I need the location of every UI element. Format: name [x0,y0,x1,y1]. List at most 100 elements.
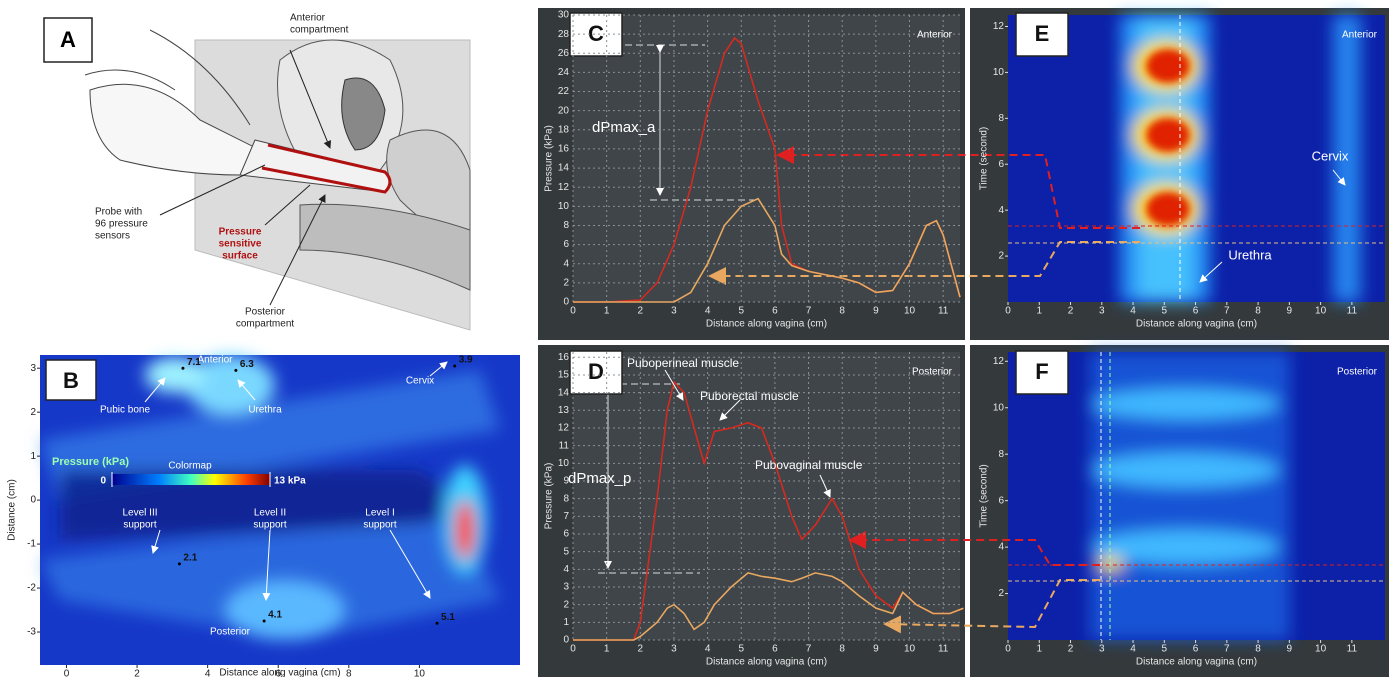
x-tick-label: 2 [134,669,140,677]
label: support [123,520,157,531]
x-tick-label: 0 [570,644,576,655]
x-tick-label: 4 [705,306,711,317]
colorbar-name: Colormap [168,461,212,472]
label: Pressure [219,227,262,238]
y-tick-label: 6 [563,529,569,540]
y-axis-label: Distance (cm) [7,479,18,541]
point-label: 4.1 [268,610,282,621]
annotation: dPmax_p [568,470,631,487]
x-axis-label: Distance along vagina (cm) [706,319,827,330]
colorbar [112,474,270,485]
y-tick-label: 0 [563,635,569,646]
x-tick-label: 0 [64,669,70,677]
x-tick-label: 3 [1099,306,1105,317]
x-axis-label: Distance along vagina (cm) [1136,657,1257,668]
y-tick-label: 12 [558,423,570,434]
point-label: 2.1 [183,553,197,564]
label: support [253,520,287,531]
y-tick-label: 8 [563,220,569,231]
x-tick-label: 11 [1347,644,1358,655]
y-tick-label: 2 [998,251,1004,262]
y-tick-label: 6 [998,159,1004,170]
x-tick-label: 7 [1224,644,1230,655]
x-tick-label: 2 [638,644,644,655]
x-tick-label: 8 [346,669,352,677]
y-tick-label: 10 [558,458,570,469]
panel-label: Posterior [1337,367,1378,378]
x-tick-label: 8 [1255,306,1261,317]
x-tick-label: 6 [1193,644,1199,655]
x-tick-label: 11 [1347,306,1358,317]
y-axis-label: Time (second) [979,127,990,191]
annotation-arrow [151,529,161,554]
y-tick-label: 1 [30,451,36,462]
y-tick-label: 10 [993,402,1005,413]
label: Anterior [290,13,326,24]
y-tick-label: 4 [563,564,569,575]
x-tick-label: 9 [1287,644,1293,655]
y-tick-label: 8 [563,493,569,504]
y-tick-label: 18 [558,124,570,135]
x-tick-label: 0 [1005,306,1011,317]
x-tick-label: 1 [1036,644,1042,655]
y-tick-label: 11 [559,440,570,451]
y-tick-label: 10 [993,67,1005,78]
point-label: 5.1 [441,612,455,623]
label: Cervix [406,376,434,387]
panel-label: Posterior [912,367,953,378]
x-tick-label: 8 [1255,644,1261,655]
y-tick-label: -2 [27,583,36,594]
x-tick-label: 7 [1224,306,1230,317]
y-axis-label: Time (second) [979,464,990,528]
y-tick-label: 2 [998,588,1004,599]
annotation-arrow [237,379,256,401]
x-axis-label: Distance along vagina (cm) [1136,319,1257,330]
heatmap-e-blobs [1120,15,1361,302]
x-axis-label: Distance along vagina (cm) [219,668,340,677]
x-tick-label: 4 [1130,644,1136,655]
annotation-arrow [144,377,166,403]
annotation: Cervix [1312,148,1349,163]
label: Pubic bone [100,405,150,416]
y-tick-label: 22 [558,86,570,97]
colorbar-title: Pressure (kPa) [52,456,129,468]
label: Posterior [210,627,251,638]
point [234,368,238,372]
annotation: Urethra [1228,247,1272,262]
heatmap-f-blobs [1090,352,1290,640]
panel-letter: B [63,368,79,393]
x-tick-label: 7 [806,306,812,317]
y-tick-label: 7 [563,511,569,522]
label: surface [222,251,258,262]
x-tick-label: 6 [772,644,778,655]
y-tick-label: 30 [558,10,570,21]
panel-letter: C [588,21,604,46]
y-tick-label: 12 [993,356,1005,367]
y-tick-label: 9 [563,476,569,487]
x-tick-label: 2 [1068,306,1074,317]
panel-a-letter: A [43,17,93,63]
panel-letter-box [1015,12,1069,57]
y-tick-label: 8 [998,113,1004,124]
x-tick-label: 8 [839,644,845,655]
panel-b-letter [45,359,97,401]
x-tick-label: 9 [873,306,879,317]
label: compartment [290,25,349,36]
x-tick-label: 5 [738,306,744,317]
y-tick-label: 16 [558,352,570,363]
y-axis-label: Pressure (kPa) [544,463,555,530]
panel-letter: D [588,359,604,384]
x-tick-label: 1 [604,306,610,317]
x-tick-label: 10 [414,669,426,677]
point [262,619,266,623]
x-tick-label: 2 [1068,644,1074,655]
y-tick-label: -3 [27,627,36,638]
point-label: 3.9 [459,355,473,366]
x-tick-label: 9 [873,644,879,655]
y-tick-label: 1 [563,617,569,628]
x-tick-label: 5 [1162,306,1168,317]
panel-label: Anterior [1342,30,1378,41]
x-tick-label: 3 [671,644,677,655]
annotation: Puboperineal muscle [627,356,739,370]
y-tick-label: 2 [563,599,569,610]
